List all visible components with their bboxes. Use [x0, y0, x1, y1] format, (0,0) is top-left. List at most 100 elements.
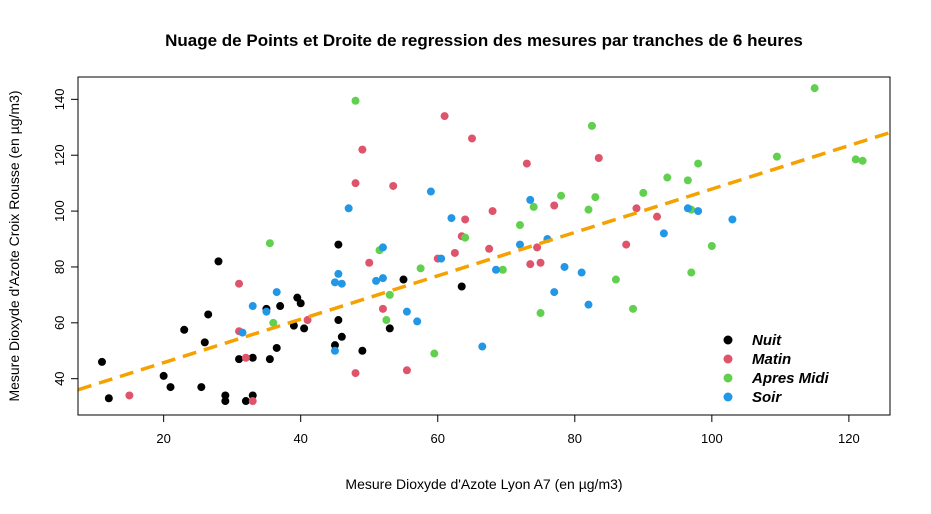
point-soir	[478, 342, 487, 351]
x-tick-label: 100	[701, 431, 723, 446]
point-apres-midi	[810, 84, 819, 93]
point-nuit	[337, 332, 346, 341]
point-matin	[235, 279, 244, 288]
point-apres-midi	[430, 349, 439, 358]
point-nuit	[235, 355, 244, 364]
point-nuit	[221, 391, 230, 400]
point-matin	[241, 353, 250, 362]
point-matin	[485, 244, 494, 253]
legend-marker	[723, 392, 733, 402]
point-apres-midi	[663, 173, 672, 182]
point-soir	[238, 328, 247, 337]
point-matin	[440, 112, 449, 121]
point-soir	[683, 204, 692, 213]
point-soir	[272, 288, 281, 297]
point-nuit	[180, 325, 189, 334]
point-matin	[522, 159, 531, 168]
point-nuit	[248, 391, 257, 400]
point-nuit	[276, 302, 285, 311]
point-nuit	[272, 343, 281, 352]
point-nuit	[399, 275, 408, 284]
x-axis: 20 40 60 80 100 120	[156, 415, 860, 446]
point-soir	[447, 214, 456, 223]
point-soir	[659, 229, 668, 238]
point-apres-midi	[536, 309, 545, 318]
point-nuit	[248, 353, 257, 362]
point-soir	[413, 317, 422, 326]
y-axis: 40 60 80 100 120 140	[52, 88, 78, 386]
legend-label: Nuit	[752, 332, 782, 349]
legend-label: Apres Midi	[751, 370, 830, 387]
point-soir	[330, 278, 339, 287]
point-matin	[402, 366, 411, 375]
legend-label: Soir	[752, 389, 782, 406]
point-soir	[437, 254, 446, 263]
point-soir	[378, 274, 387, 283]
x-tick-label: 120	[838, 431, 860, 446]
point-soir	[402, 307, 411, 316]
y-tick-label: 40	[52, 371, 67, 385]
point-soir	[515, 240, 524, 249]
point-soir	[577, 268, 586, 277]
point-nuit	[166, 383, 175, 392]
point-apres-midi	[515, 221, 524, 230]
point-apres-midi	[461, 233, 470, 242]
x-tick-label: 80	[568, 431, 582, 446]
point-nuit	[104, 394, 113, 403]
point-matin	[653, 212, 662, 221]
point-apres-midi	[611, 275, 620, 284]
point-apres-midi	[694, 159, 703, 168]
point-soir	[584, 300, 593, 309]
x-tick-label: 60	[431, 431, 445, 446]
point-nuit	[265, 355, 274, 364]
point-nuit	[300, 324, 309, 333]
point-apres-midi	[351, 96, 360, 105]
point-nuit	[159, 371, 168, 380]
point-nuit	[204, 310, 213, 319]
y-tick-label: 60	[52, 316, 67, 330]
point-matin	[351, 179, 360, 188]
point-soir	[344, 204, 353, 213]
point-apres-midi	[584, 205, 593, 214]
point-soir	[426, 187, 435, 196]
point-matin	[622, 240, 631, 249]
point-soir	[262, 307, 271, 316]
point-apres-midi	[683, 176, 692, 185]
point-soir	[728, 215, 737, 224]
point-matin	[526, 260, 535, 269]
y-tick-label: 80	[52, 260, 67, 274]
point-nuit	[221, 397, 230, 406]
point-apres-midi	[858, 156, 867, 165]
point-nuit	[214, 257, 223, 266]
legend-marker	[723, 373, 733, 383]
point-nuit	[296, 299, 305, 308]
point-matin	[389, 181, 398, 190]
point-soir	[491, 265, 500, 274]
legend-marker	[723, 354, 733, 364]
point-soir	[337, 279, 346, 288]
point-soir	[372, 276, 381, 285]
point-apres-midi	[269, 318, 278, 327]
point-nuit	[197, 383, 206, 392]
point-nuit	[457, 282, 466, 291]
point-matin	[365, 258, 374, 267]
point-matin	[536, 258, 545, 267]
x-axis-label: Mesure Dioxyde d'Azote Lyon A7 (en µg/m3…	[345, 476, 622, 492]
plot-frame	[77, 76, 891, 416]
point-nuit	[330, 341, 339, 350]
point-apres-midi	[639, 188, 648, 197]
point-apres-midi	[629, 304, 638, 313]
point-apres-midi	[707, 242, 716, 250]
point-matin	[450, 248, 459, 257]
point-soir	[550, 288, 559, 297]
point-apres-midi	[587, 121, 596, 130]
x-tick-label: 40	[293, 431, 307, 446]
point-matin	[550, 201, 559, 210]
point-nuit	[200, 338, 209, 347]
point-soir	[694, 207, 703, 216]
data-points	[97, 84, 867, 406]
point-nuit	[385, 324, 394, 333]
point-apres-midi	[687, 268, 696, 277]
point-soir	[526, 195, 535, 204]
point-apres-midi	[529, 202, 538, 211]
